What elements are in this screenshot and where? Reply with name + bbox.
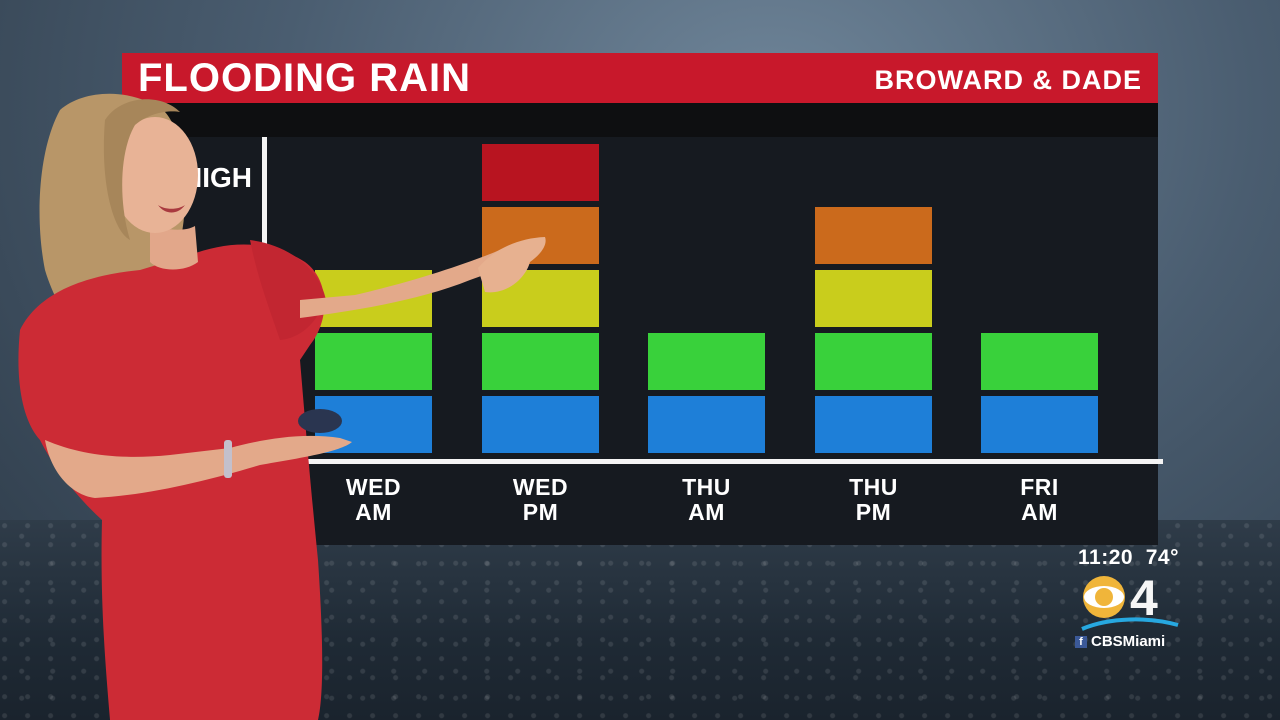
bar-segment-level-3 bbox=[815, 270, 932, 327]
time-temp-readout: 11:20 74° bbox=[1078, 546, 1179, 570]
bar-segment-level-4 bbox=[482, 207, 599, 264]
x-tick-label: THU AM bbox=[648, 475, 765, 525]
region-label: BROWARD & DADE bbox=[874, 65, 1142, 95]
sub-band bbox=[122, 103, 1158, 137]
x-tick-label: WED PM bbox=[482, 475, 599, 525]
bar-segment-level-1 bbox=[815, 396, 932, 453]
bar-segment-level-2 bbox=[981, 333, 1098, 390]
bar-segment-level-3 bbox=[482, 270, 599, 327]
bar-segment-level-3 bbox=[315, 270, 432, 327]
x-tick-label-line: AM bbox=[688, 499, 725, 525]
bar-segment-level-2 bbox=[482, 333, 599, 390]
x-tick-label-line: WED bbox=[345, 474, 402, 500]
bar-segment-level-2 bbox=[815, 333, 932, 390]
x-tick-label-line: THU bbox=[682, 474, 731, 500]
x-tick-label: WED AM bbox=[315, 475, 432, 525]
x-tick-label-line: PM bbox=[855, 499, 892, 525]
x-tick-label: THU PM bbox=[815, 475, 932, 525]
social-handle: f CBSMiami bbox=[1075, 633, 1165, 651]
x-tick-label-line: WED bbox=[512, 474, 569, 500]
bar-segment-level-1 bbox=[482, 396, 599, 453]
graphic-title: FLOODING RAIN bbox=[138, 56, 471, 100]
time-readout: 11:20 bbox=[1078, 546, 1134, 569]
channel-number: 4 bbox=[1130, 571, 1158, 626]
bar-segment-level-1 bbox=[981, 396, 1098, 453]
x-tick-label: FRI AM bbox=[981, 475, 1098, 525]
graphic-board: FLOODING RAIN BROWARD & DADE HIGH WED AM W… bbox=[122, 53, 1163, 545]
facebook-icon: f bbox=[1075, 636, 1087, 649]
cbs4-logo: 4 bbox=[1081, 571, 1179, 631]
y-axis-line bbox=[262, 137, 267, 464]
x-tick-label-line: AM bbox=[355, 499, 392, 525]
x-tick-label-line: PM bbox=[522, 499, 559, 525]
x-axis-line bbox=[267, 459, 1163, 464]
y-axis-high-label: HIGH bbox=[182, 162, 252, 193]
x-tick-label-line: FRI bbox=[1020, 474, 1059, 500]
social-handle-text: CBSMiami bbox=[1091, 633, 1166, 650]
temperature-readout: 74° bbox=[1145, 546, 1179, 569]
bar-segment-level-5 bbox=[482, 144, 599, 201]
bar-segment-level-2 bbox=[315, 333, 432, 390]
bar-segment-level-2 bbox=[648, 333, 765, 390]
bar-segment-level-1 bbox=[315, 396, 432, 453]
bar-segment-level-4 bbox=[815, 207, 932, 264]
x-tick-label-line: AM bbox=[1021, 499, 1058, 525]
title-bar: FLOODING RAIN BROWARD & DADE bbox=[122, 53, 1158, 103]
bar-segment-level-1 bbox=[648, 396, 765, 453]
x-tick-label-line: THU bbox=[849, 474, 898, 500]
